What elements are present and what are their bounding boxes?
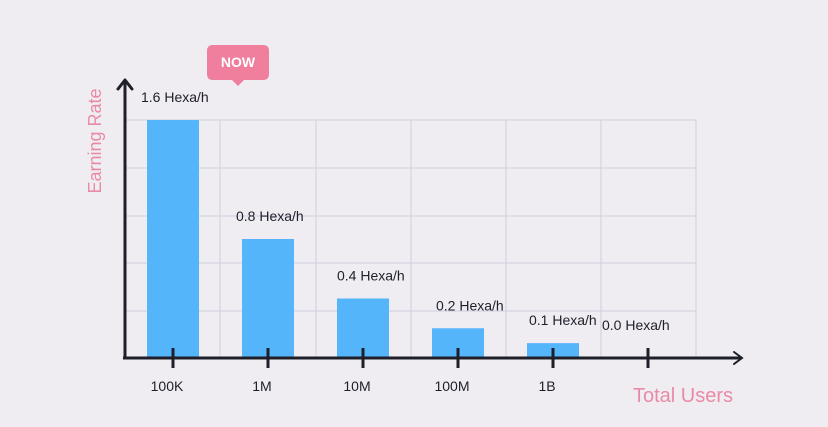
data-label: 0.0 Hexa/h: [602, 317, 670, 333]
bars-layer: [147, 120, 579, 358]
x-tick-label: 100M: [434, 378, 469, 394]
data-label: 0.4 Hexa/h: [337, 268, 405, 284]
x-tick-label: 100K: [151, 378, 184, 394]
data-label: 1.6 Hexa/h: [141, 89, 209, 105]
x-axis-title: Total Users: [633, 385, 733, 407]
now-badge: NOW: [207, 45, 269, 86]
data-label: 0.2 Hexa/h: [436, 297, 504, 313]
x-tick-label: 1B: [538, 378, 555, 394]
axes-layer: [116, 78, 744, 365]
labels-layer: 1.6 Hexa/h 100K 0.8 Hexa/h 1M 0.4 Hexa/h 10M 0…: [141, 89, 670, 394]
x-axis-arrow-icon: [733, 351, 744, 365]
ticks-layer: [171, 348, 650, 368]
x-tick-label: 1M: [252, 378, 271, 394]
x-tick-label: 10M: [343, 378, 370, 394]
bar-100k: [147, 120, 199, 358]
now-badge-label: NOW: [221, 54, 256, 70]
data-label: 0.1 Hexa/h: [529, 312, 597, 328]
now-badge-shape: [207, 45, 269, 86]
y-axis-title: Earning Rate: [85, 88, 105, 193]
bar-1m: [242, 239, 294, 358]
y-axis-arrow-icon: [116, 78, 134, 91]
data-label: 0.8 Hexa/h: [236, 208, 304, 224]
